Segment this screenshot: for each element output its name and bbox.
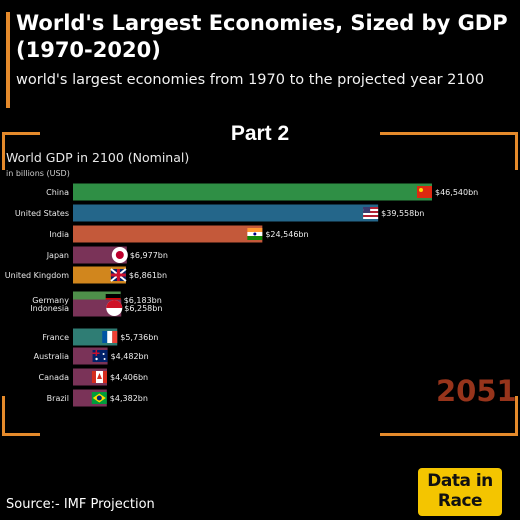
canada-flag-icon xyxy=(91,371,107,383)
value-label: $4,482bn xyxy=(111,352,149,361)
value-label: $6,977bn xyxy=(130,251,168,260)
category-label: United States xyxy=(15,209,69,218)
frame-corner-bottom-left xyxy=(2,396,40,436)
logo-line-1: Data in xyxy=(427,471,493,491)
value-label: $4,406bn xyxy=(110,373,148,382)
chart-units: in billions (USD) xyxy=(6,169,70,178)
france-flag-icon xyxy=(102,331,118,343)
category-label: Japan xyxy=(46,251,69,260)
category-label: France xyxy=(42,333,69,342)
year-overlay: 2051 xyxy=(436,374,517,408)
category-label: India xyxy=(49,230,69,239)
india-flag-icon xyxy=(247,228,263,240)
frame-corner-bottom-right xyxy=(380,396,518,436)
indonesia-flag-icon xyxy=(106,300,123,316)
category-label: Australia xyxy=(34,352,69,361)
chart-title: World GDP in 2100 (Nominal) xyxy=(6,150,190,165)
page-title: World's Largest Economies, Sized by GDP … xyxy=(16,11,508,62)
category-label: Brazil xyxy=(47,394,69,403)
bar-united-states xyxy=(73,204,379,222)
frame-corner-top-right xyxy=(380,132,518,170)
category-label: Germany xyxy=(32,296,69,305)
title-accent-bar xyxy=(6,12,10,108)
value-label: $46,540bn xyxy=(435,188,478,197)
bar-chart: China $46,540bn United States $39,558bn Indi… xyxy=(5,183,478,407)
china-flag-icon xyxy=(417,186,432,198)
category-label: Indonesia xyxy=(30,304,69,313)
category-label: China xyxy=(46,188,69,197)
part-label: Part 2 xyxy=(230,122,290,145)
bar-china xyxy=(73,183,432,201)
logo-line-2: Race xyxy=(437,491,483,511)
source-text: Source:- IMF Projection xyxy=(6,497,155,512)
australia-flag-icon xyxy=(92,350,108,362)
value-label: $39,558bn xyxy=(381,209,424,218)
frame-corner-top-left xyxy=(2,132,40,170)
japan-flag-icon xyxy=(111,247,128,263)
value-label: $6,183bn xyxy=(124,296,162,305)
data-in-race-logo: Data in Race xyxy=(418,468,502,516)
brazil-flag-icon xyxy=(91,392,107,404)
value-label: $6,258bn xyxy=(124,304,162,313)
category-label: United Kingdom xyxy=(5,271,69,280)
page-subtitle: world's largest economies from 1970 to t… xyxy=(16,72,485,88)
value-label: $24,546bn xyxy=(265,230,308,239)
value-label: $5,736bn xyxy=(120,333,158,342)
uk-flag-icon xyxy=(110,268,127,282)
category-label: Canada xyxy=(39,373,70,382)
usa-flag-icon xyxy=(363,207,379,219)
value-label: $6,861bn xyxy=(129,271,167,280)
value-label: $4,382bn xyxy=(110,394,148,403)
bar-india xyxy=(73,225,263,243)
